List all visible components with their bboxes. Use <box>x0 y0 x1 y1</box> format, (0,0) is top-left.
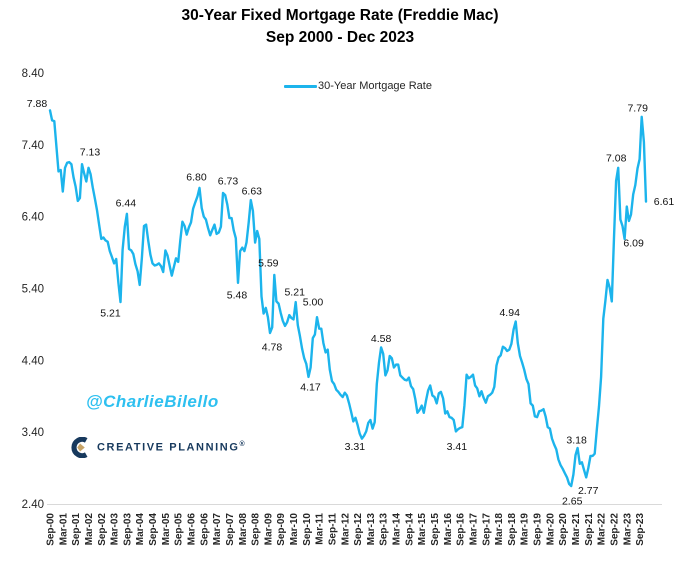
x-axis-tick-label: Sep-00 <box>46 513 57 546</box>
annotation-label: 6.09 <box>623 237 644 249</box>
y-axis-tick-label: 2.40 <box>22 499 44 511</box>
annotation-label: 6.73 <box>218 176 239 188</box>
y-axis-tick-label: 4.40 <box>22 355 44 367</box>
annotation-label: 6.80 <box>186 171 207 183</box>
annotation-label: 7.13 <box>80 147 101 159</box>
x-axis-tick-label: Mar-17 <box>469 513 480 546</box>
x-axis-tick-label: Sep-13 <box>379 513 390 546</box>
watermark-handle: @CharlieBilello <box>86 392 219 411</box>
legend-label: 30-Year Mortgage Rate <box>318 80 432 92</box>
x-axis-tick-label: Mar-06 <box>187 513 198 546</box>
x-axis-tick-label: Mar-19 <box>520 513 531 546</box>
annotation-label: 5.48 <box>227 289 248 301</box>
legend: 30-Year Mortgage Rate <box>0 80 680 92</box>
x-axis-tick-label: Sep-01 <box>71 513 82 546</box>
x-axis-tick-label: Sep-08 <box>251 513 262 546</box>
x-axis-tick-label: Mar-16 <box>443 513 454 546</box>
creative-planning-icon <box>71 437 88 458</box>
chart-subtitle: Sep 2000 - Dec 2023 <box>265 29 415 47</box>
x-axis-tick-label: Sep-14 <box>404 513 415 546</box>
creative-planning-name: CREATIVE PLANNING <box>97 441 240 454</box>
x-axis-tick-label: Mar-15 <box>417 513 428 546</box>
x-axis-tick-label: Mar-07 <box>212 513 223 546</box>
annotation-label: 2.65 <box>562 496 583 508</box>
x-axis-tick-label: Sep-19 <box>533 513 544 546</box>
x-axis-tick-label: Sep-15 <box>430 513 441 546</box>
x-axis-tick-label: Sep-16 <box>456 513 467 546</box>
annotation-label: 5.00 <box>303 297 324 309</box>
x-axis-tick-label: Sep-23 <box>635 513 646 546</box>
annotation-label: 3.41 <box>447 441 468 453</box>
x-axis-tick-label: Mar-10 <box>289 513 300 546</box>
annotation-label: 4.58 <box>371 333 392 345</box>
creative-planning-trademark: ® <box>239 441 245 449</box>
annotation-label: 4.94 <box>499 307 520 319</box>
x-axis-tick-label: Sep-07 <box>225 513 236 546</box>
x-axis-tick-label: Mar-18 <box>494 513 505 546</box>
x-axis-tick-label: Sep-05 <box>174 513 185 546</box>
x-axis-tick-label: Sep-20 <box>558 513 569 546</box>
x-axis-tick-label: Mar-08 <box>238 513 249 546</box>
annotation-label: 2.77 <box>578 485 599 497</box>
x-axis-tick-label: Mar-21 <box>571 513 582 546</box>
x-axis-tick-label: Sep-21 <box>584 513 595 546</box>
annotation-label: 7.08 <box>606 152 627 164</box>
legend-line-swatch <box>284 84 318 88</box>
x-axis-tick-label: Sep-12 <box>353 513 364 546</box>
x-axis-tick-label: Mar-11 <box>315 513 326 545</box>
creative-planning-text: CREATIVE PLANNING® <box>97 441 245 454</box>
annotation-label: 6.63 <box>242 186 263 198</box>
annotation-label: 5.59 <box>258 257 279 269</box>
x-axis-tick-label: Sep-04 <box>148 513 159 546</box>
x-axis-tick-label: Mar-13 <box>366 513 377 546</box>
x-axis-tick-label: Sep-22 <box>610 513 621 546</box>
y-axis-tick-label: 6.40 <box>22 212 44 224</box>
x-axis-tick-label: Mar-04 <box>135 513 146 546</box>
annotation-label: 7.79 <box>627 102 648 114</box>
x-axis-tick-label: Mar-22 <box>597 513 608 546</box>
x-axis-tick-label: Mar-12 <box>340 513 351 546</box>
x-axis-tick-label: Sep-03 <box>122 513 133 546</box>
x-axis-tick-label: Mar-02 <box>84 513 95 546</box>
x-axis-tick-label: Sep-11 <box>328 513 339 546</box>
x-axis-tick-label: Mar-05 <box>161 513 172 546</box>
annotation-label: 3.18 <box>566 435 587 447</box>
annotation-label: 6.44 <box>116 197 137 209</box>
annotation-label: 7.88 <box>27 98 48 110</box>
x-axis-tick-label: Mar-14 <box>392 513 403 546</box>
x-axis-tick-label: Sep-17 <box>481 513 492 546</box>
x-axis-tick-label: Sep-18 <box>507 513 518 546</box>
chart-title: 30-Year Fixed Mortgage Rate (Freddie Mac… <box>181 7 499 24</box>
y-axis-tick-label: 3.40 <box>22 427 44 439</box>
x-axis-tick-label: Mar-23 <box>622 513 633 546</box>
x-axis-tick-label: Sep-06 <box>199 513 210 546</box>
x-axis-tick-label: Sep-10 <box>302 513 313 546</box>
y-axis-tick-label: 5.40 <box>22 284 44 296</box>
annotation-label: 4.17 <box>300 381 321 393</box>
chart-header: 30-Year Fixed Mortgage Rate (Freddie Mac… <box>0 5 680 50</box>
annotation-label: 5.21 <box>100 308 121 320</box>
annotation-label: 3.31 <box>345 441 366 453</box>
x-axis-tick-label: Sep-09 <box>276 513 287 546</box>
y-axis-tick-label: 8.40 <box>22 68 44 80</box>
x-axis-tick-label: Mar-03 <box>110 513 121 546</box>
annotation-label: 6.61 <box>654 196 675 208</box>
x-axis-tick-label: Mar-20 <box>545 513 556 546</box>
x-axis-tick-label: Mar-01 <box>58 513 69 546</box>
creative-planning-logo: CREATIVE PLANNING® <box>70 437 245 458</box>
x-axis-tick-label: Mar-09 <box>263 513 274 546</box>
x-axis-tick-label: Sep-02 <box>97 513 108 546</box>
y-axis-tick-label: 7.40 <box>22 140 44 152</box>
annotation-label: 4.78 <box>262 342 283 354</box>
rate-line <box>48 109 648 488</box>
annotation-label: 5.21 <box>284 287 305 299</box>
